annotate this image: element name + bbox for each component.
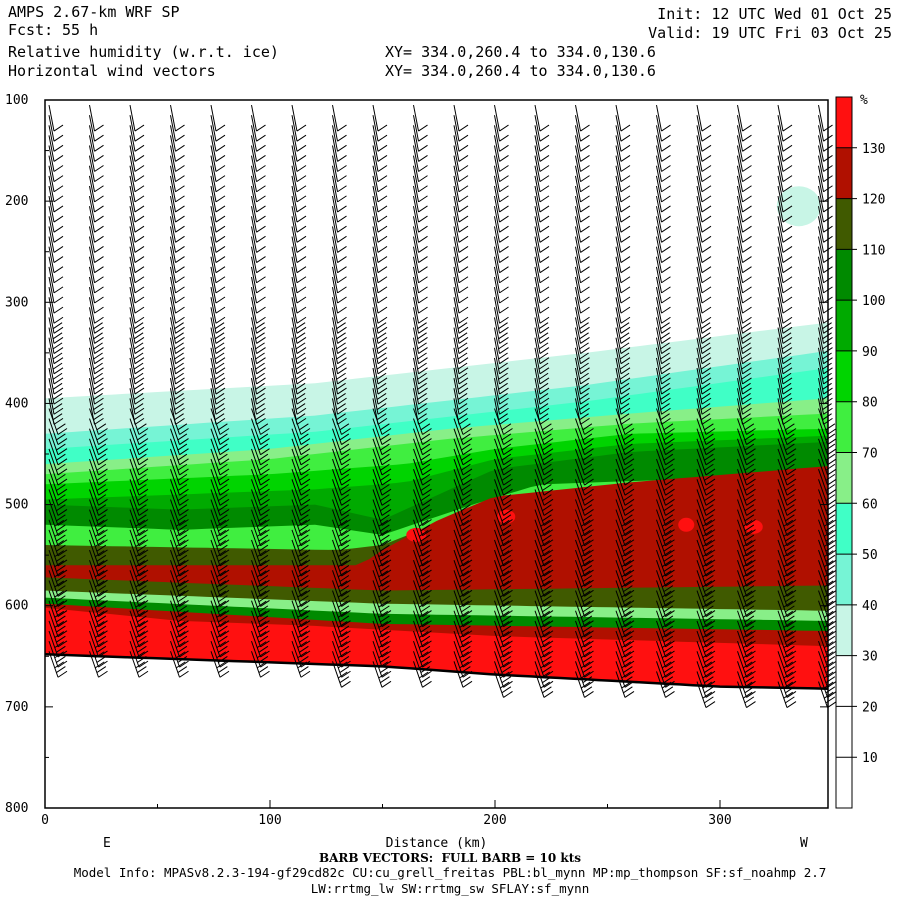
y-tick-label-400: 400 [5, 396, 28, 411]
colorbar-label-130: 130 [862, 142, 885, 157]
rh-upper-patch [776, 186, 821, 227]
x-tick-label-0: 0 [41, 813, 49, 828]
rh-core-1 [678, 517, 695, 532]
x-tick-label-300: 300 [708, 813, 731, 828]
barb-column-9 [413, 104, 432, 688]
field-name-rh: Relative humidity (w.r.t. ice) [8, 43, 279, 61]
colorbar-label-30: 30 [862, 650, 878, 665]
colorbar-swatch-11 [836, 198, 852, 250]
colorbar-unit-label: % [860, 93, 868, 108]
model-info-physics: LW:rrtmg_lw SW:rrtmg_sw SFLAY:sf_mynn [310, 881, 590, 896]
y-tick-label-700: 700 [5, 700, 28, 715]
cross-section-coords-1: XY= 334.0,260.4 to 334.0,130.6 [385, 43, 656, 61]
barb-column-18 [777, 104, 797, 708]
barb-column-3 [170, 104, 189, 678]
x-axis-right-end-label: W [800, 836, 808, 851]
colorbar-label-10: 10 [862, 751, 878, 766]
barb-column-13 [575, 104, 594, 698]
colorbar-label-90: 90 [862, 345, 878, 360]
init-time: Init: 12 UTC Wed 01 Oct 25 [657, 5, 892, 23]
barb-column-4 [210, 104, 230, 678]
x-tick-label-100: 100 [258, 813, 281, 828]
barb-column-0 [48, 104, 68, 678]
barb-column-11 [494, 104, 513, 698]
barb-column-1 [89, 104, 108, 678]
barb-column-8 [372, 104, 392, 688]
colorbar-swatch-4 [836, 554, 852, 605]
rh-core-2 [744, 519, 763, 534]
colorbar-label-110: 110 [862, 243, 885, 258]
colorbar-swatch-7 [836, 401, 852, 453]
barb-column-10 [453, 104, 473, 688]
y-tick-label-800: 800 [5, 801, 28, 816]
surface-line [44, 653, 829, 690]
y-tick-label-300: 300 [5, 295, 28, 310]
model-info: Model Info: MPASv8.2.3-194-gf29cd82c CU:… [73, 865, 827, 880]
colorbar-swatch-0 [836, 757, 852, 808]
colorbar-swatch-2 [836, 655, 852, 707]
colorbar-swatch-1 [836, 706, 852, 758]
colorbar-swatch-9 [836, 300, 852, 351]
colorbar-swatch-10 [836, 249, 852, 301]
model-title: AMPS 2.67-km WRF SP [8, 3, 180, 21]
colorbar-swatch-8 [836, 350, 852, 402]
colorbar: 10 20 30 40 50 60 70 80 90 100 110 120 130 [835, 96, 885, 809]
cross-section-coords-2: XY= 334.0,260.4 to 334.0,130.6 [385, 62, 656, 80]
y-tick-label-200: 200 [5, 194, 28, 209]
colorbar-label-120: 120 [862, 193, 885, 208]
barb-column-14 [615, 104, 635, 698]
y-tick-label-100: 100 [5, 93, 28, 108]
barb-column-12 [534, 104, 554, 698]
field-name-wind: Horizontal wind vectors [8, 62, 216, 80]
barb-column-17 [737, 104, 756, 708]
colorbar-swatch-12 [836, 147, 852, 199]
colorbar-label-80: 80 [862, 396, 878, 411]
colorbar-label-70: 70 [862, 447, 878, 462]
barb-note: BARB VECTORS: FULL BARB = 10 kts [318, 851, 582, 865]
y-tick-label-500: 500 [5, 498, 28, 513]
barb-column-2 [129, 104, 149, 678]
barb-column-19 [818, 104, 837, 708]
colorbar-label-40: 40 [862, 599, 878, 614]
colorbar-label-50: 50 [862, 548, 878, 563]
colorbar-swatch-3 [836, 604, 852, 656]
x-axis-left-end-label: E [103, 836, 111, 851]
colorbar-swatch-13 [836, 97, 852, 148]
barb-column-6 [291, 104, 311, 678]
colorbar-label-20: 20 [862, 700, 878, 715]
colorbar-swatch-6 [836, 452, 852, 504]
colorbar-label-100: 100 [862, 294, 885, 309]
barb-column-5 [251, 104, 270, 678]
barb-column-7 [332, 104, 351, 688]
y-tick-label-600: 600 [5, 599, 28, 614]
forecast-hours: 55 h [62, 21, 99, 39]
rh-band-10 [45, 466, 828, 596]
barb-column-16 [696, 104, 716, 708]
wind-barbs [48, 104, 837, 708]
rh-field [45, 186, 828, 707]
colorbar-swatch-5 [836, 503, 852, 555]
x-axis-label: Distance (km) [386, 836, 488, 851]
x-tick-label-200: 200 [483, 813, 506, 828]
barb-column-15 [656, 104, 675, 698]
forecast-label: Fcst: [8, 21, 54, 39]
plot-frame: 100 200 300 400 500 600 700 800 0 100 200 300 [5, 93, 829, 828]
colorbar-label-60: 60 [862, 497, 878, 512]
valid-time: Valid: 19 UTC Fri 03 Oct 25 [648, 24, 892, 42]
